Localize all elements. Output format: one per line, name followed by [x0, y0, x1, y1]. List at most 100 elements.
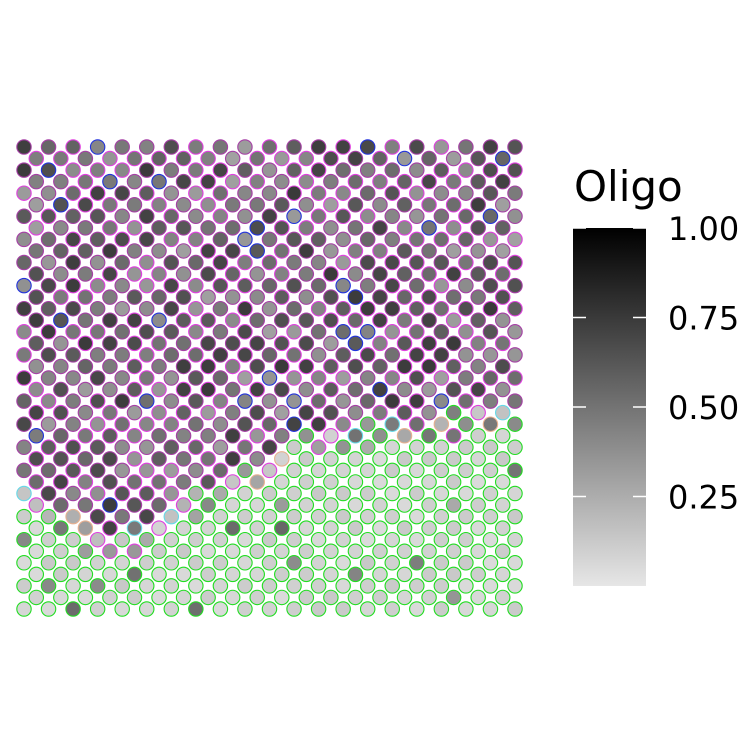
spot: [77, 497, 94, 513]
spot: [151, 197, 167, 213]
spot: [274, 474, 290, 490]
spot: [114, 139, 130, 155]
spot: [310, 531, 327, 548]
spot: [163, 508, 180, 525]
spot: [433, 139, 450, 155]
spot: [188, 185, 204, 201]
spot: [126, 520, 143, 536]
spot: [89, 347, 106, 363]
spot: [89, 300, 106, 317]
spot: [482, 162, 499, 178]
spot: [237, 439, 253, 456]
spot: [175, 381, 192, 398]
spot: [409, 485, 425, 502]
spot: [28, 497, 45, 513]
spot: [200, 543, 216, 559]
spot: [482, 185, 499, 201]
spot: [421, 589, 437, 606]
spot: [89, 531, 106, 548]
spot: [151, 381, 167, 398]
spot: [470, 381, 486, 398]
spot: [494, 335, 511, 352]
spot: [249, 243, 265, 259]
spot: [175, 543, 192, 559]
spot: [310, 208, 327, 225]
spot: [212, 254, 229, 271]
spot: [384, 416, 400, 432]
spot: [421, 266, 437, 282]
spot: [507, 162, 523, 178]
spot: [445, 289, 462, 305]
spot: [310, 254, 327, 271]
spot: [445, 451, 462, 467]
spot: [396, 404, 413, 421]
spot: [274, 335, 290, 352]
spot: [384, 347, 400, 363]
spot: [65, 231, 81, 248]
spot: [310, 393, 327, 409]
spot: [16, 370, 32, 386]
spot: [114, 555, 130, 571]
spot: [323, 266, 339, 282]
spot: [445, 197, 462, 213]
spot: [458, 370, 474, 386]
spot: [163, 578, 180, 594]
spot: [139, 485, 155, 502]
spot: [384, 578, 400, 594]
spot: [507, 531, 523, 548]
spot: [323, 520, 339, 536]
spot: [65, 185, 81, 201]
spot: [335, 208, 351, 225]
spot: [310, 277, 327, 294]
spot: [126, 220, 143, 236]
spot: [212, 347, 229, 363]
spot: [445, 404, 462, 421]
spot: [65, 601, 81, 617]
spot: [507, 601, 523, 617]
spot: [65, 485, 81, 502]
spot: [409, 324, 425, 340]
spot: [114, 531, 130, 548]
spot: [458, 439, 474, 456]
spot: [445, 589, 462, 606]
spot: [347, 220, 364, 236]
spot: [77, 404, 94, 421]
spot: [188, 347, 204, 363]
spot: [409, 555, 425, 571]
spot: [310, 324, 327, 340]
spot: [421, 520, 437, 536]
spot: [347, 497, 364, 513]
spot: [126, 589, 143, 606]
spot: [53, 589, 69, 606]
spot: [359, 601, 376, 617]
spot: [126, 381, 143, 398]
spot-layer: [16, 139, 523, 617]
spot: [212, 508, 229, 525]
spot: [114, 347, 130, 363]
spot: [433, 508, 450, 525]
spot: [482, 462, 499, 479]
spot: [151, 451, 167, 467]
legend-title: Oligo: [574, 162, 683, 211]
spot: [53, 427, 69, 444]
spot: [89, 139, 106, 155]
spot: [188, 578, 204, 594]
spot: [458, 531, 474, 548]
spot: [421, 474, 437, 490]
spot: [323, 543, 339, 559]
spot: [114, 508, 130, 525]
spot: [347, 474, 364, 490]
spot: [77, 589, 94, 606]
spot: [274, 220, 290, 236]
spot: [396, 381, 413, 398]
spot: [151, 404, 167, 421]
spot: [286, 485, 302, 502]
spot: [175, 358, 192, 375]
spot: [507, 370, 523, 386]
spot: [261, 185, 278, 201]
spot: [421, 451, 437, 467]
spot: [409, 416, 425, 432]
spot: [286, 555, 302, 571]
spot: [139, 254, 155, 271]
spot: [89, 601, 106, 617]
